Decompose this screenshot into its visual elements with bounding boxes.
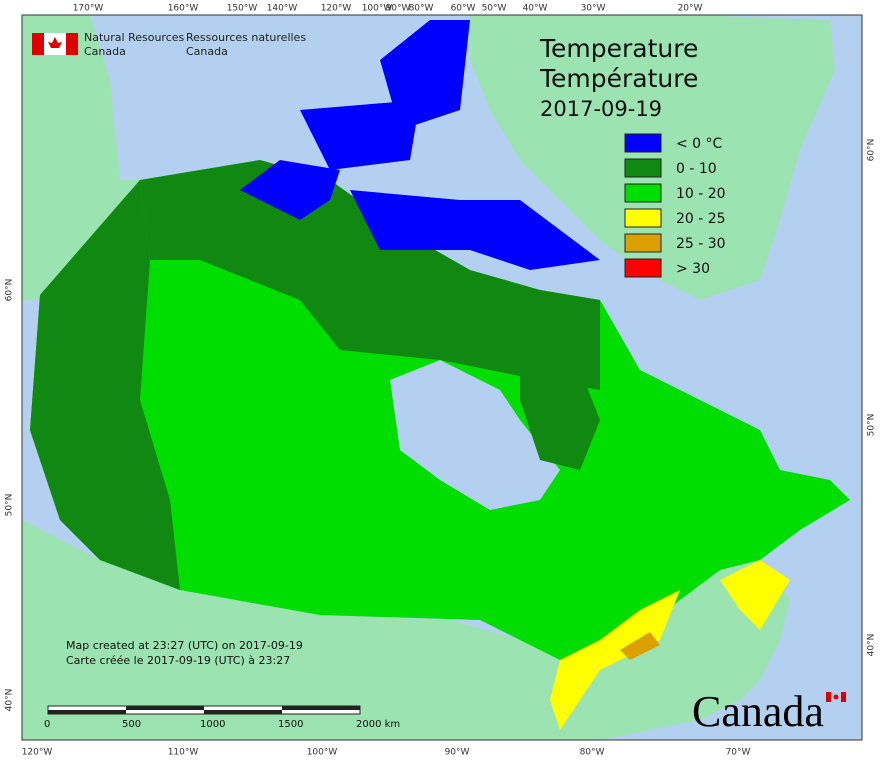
title: Température (539, 64, 698, 93)
bottom-label: 110°W (168, 748, 199, 758)
top-label: 30°W (581, 4, 606, 14)
bottom-label: 70°W (726, 748, 751, 758)
date: 2017-09-19 (540, 97, 662, 121)
top-label: 120°W (321, 4, 352, 14)
legend-label: > 30 (676, 261, 710, 277)
arctic-islands (240, 20, 600, 270)
right-label: 50°N (867, 414, 877, 437)
scale-label: 1500 (278, 719, 303, 730)
quebec-north (520, 360, 600, 470)
scale-segment (48, 710, 126, 714)
legend-swatch (624, 258, 662, 278)
logo (32, 33, 78, 55)
top-label: 90°W (386, 4, 411, 14)
top-label: 170°W (73, 4, 104, 14)
top-label: 140°W (267, 4, 298, 14)
legend-label: < 0 °C (676, 136, 723, 152)
western-zone (30, 180, 180, 590)
greenland (470, 15, 835, 300)
top-label: 150°W (227, 4, 258, 14)
bottom-label: 80°W (580, 748, 605, 758)
legend-swatch (624, 208, 662, 228)
legend-label: 20 - 25 (676, 211, 726, 227)
title: Temperature (539, 34, 698, 63)
warmest (620, 632, 660, 660)
top-label: 160°W (168, 4, 199, 14)
left-label: 60°N (5, 279, 15, 302)
scale-segment (204, 710, 282, 714)
top-label: 60°W (451, 4, 476, 14)
scale-segment (126, 706, 204, 710)
legend-swatch (624, 158, 662, 178)
legend-swatch (624, 233, 662, 253)
scale-segment (282, 706, 360, 710)
flag-bar (841, 692, 846, 702)
flag-bar (32, 33, 44, 55)
agency-en: Canada (84, 45, 126, 58)
scale-label: 500 (122, 719, 141, 730)
credit: Carte créée le 2017-09-19 (UTC) à 23:27 (66, 654, 290, 667)
top-label: 20°W (678, 4, 703, 14)
land (22, 15, 850, 740)
hudson-bay (390, 360, 560, 510)
wordmark-flag (826, 692, 846, 702)
bottom-label: 100°W (307, 748, 338, 758)
bottom-label: 90°W (445, 748, 470, 758)
agency-en: Natural Resources (84, 31, 185, 44)
graticule-labels: 170°W 160°W 150°W 140°W 120°W 100°W90°W80°W 60… (5, 4, 877, 758)
usa (22, 520, 790, 740)
maple-leaf (833, 694, 839, 700)
legend-swatch (624, 183, 662, 203)
legend-label: 25 - 30 (676, 236, 726, 252)
legend-label: 0 - 10 (676, 161, 717, 177)
scale-label: 2000 km (356, 719, 400, 730)
top-label: 80°W (409, 4, 434, 14)
flag-bar (826, 692, 831, 702)
warm-south (550, 560, 790, 730)
scale-label: 1000 (200, 719, 225, 730)
left-label: 50°N (5, 494, 15, 517)
legend-label: 10 - 20 (676, 186, 726, 202)
agency-fr: Canada (186, 45, 228, 58)
scale-label: 0 (44, 719, 50, 730)
scale-bar: 0 500 1000 1500 2000 km (44, 705, 400, 730)
top-label: 50°W (482, 4, 507, 14)
agency-fr: Ressources naturelles (186, 31, 306, 44)
legend: < 0 °C 0 - 10 10 - 20 20 - 25 25 - 30 > 30 (624, 133, 726, 278)
top-label: 40°W (523, 4, 548, 14)
left-label: 40°N (5, 689, 15, 712)
legend-swatch (624, 133, 662, 153)
top-label: 100°W (362, 4, 393, 14)
credit: Map created at 23:27 (UTC) on 2017-09-19 (66, 639, 303, 652)
flag-bar (66, 33, 78, 55)
bottom-label: 120°W (22, 748, 53, 758)
northern-zone (140, 160, 600, 390)
maple-leaf (48, 37, 62, 48)
right-label: 40°N (867, 634, 877, 657)
alaska (22, 15, 140, 300)
right-label: 60°N (867, 139, 877, 162)
frame (21, 14, 863, 741)
wordmark: Canada (692, 687, 824, 736)
